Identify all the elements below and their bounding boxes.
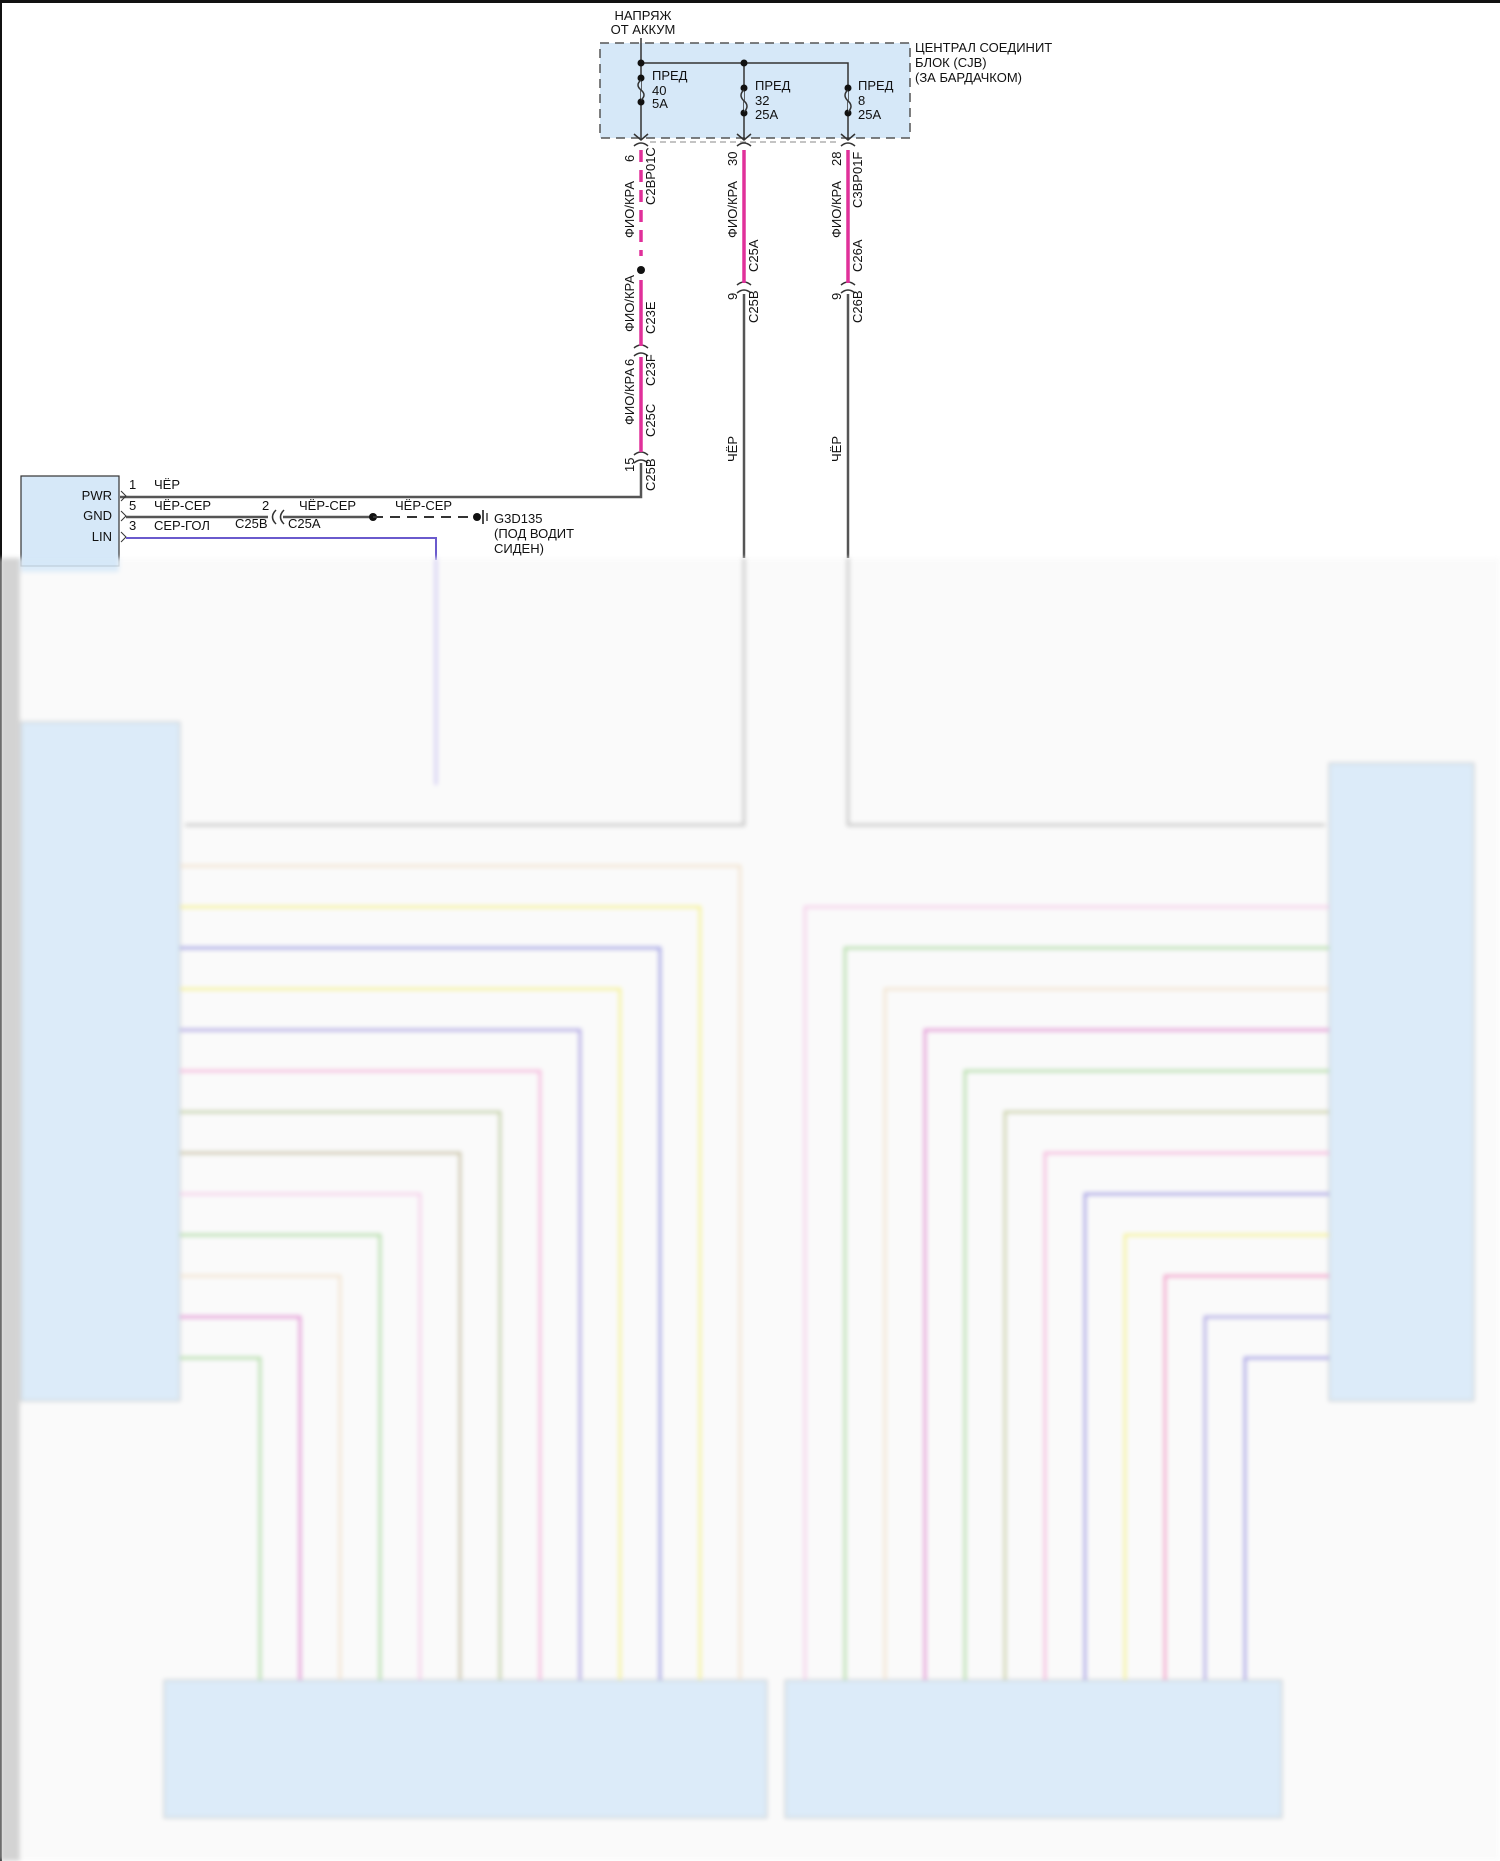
svg-text:28: 28 [829,152,844,166]
ground-id: G3D135 [494,511,542,526]
splice-dot [637,266,645,274]
obscured-wire [923,1028,1329,1680]
fuse-rating: 25A [858,107,881,122]
obscured-wire [963,1069,1329,1680]
svg-text:C25A: C25A [746,239,761,272]
fuse-rating: 5A [652,96,668,111]
svg-text:СЕР-ГОЛ: СЕР-ГОЛ [154,518,210,533]
svg-text:9: 9 [725,293,740,300]
svg-text:ЧЁР: ЧЁР [154,477,180,492]
svg-text:30: 30 [725,152,740,166]
svg-text:5: 5 [129,498,136,513]
svg-text:ФИО/КРА: ФИО/КРА [622,181,637,238]
fuse-40: ПРЕД 40 5A [637,59,688,111]
fuse-label: ПРЕД [652,68,688,83]
wire-pwr [120,463,643,499]
obscured-wire [1003,1110,1329,1680]
svg-text:C26B: C26B [850,290,865,323]
svg-text:C23F: C23F [643,354,658,386]
svg-text:15: 15 [622,458,637,472]
obscured-wire [180,905,702,1680]
fuse-label: ПРЕД [858,78,894,93]
fuse-number: 32 [755,93,769,108]
connector-symbols [633,133,856,464]
obscured-wire [180,987,622,1680]
svg-text:C25C: C25C [643,404,658,437]
ground-wire-2: ЧЁР-СЕР [395,498,452,513]
obscured-wire [1243,1356,1329,1680]
cjb-label-2: БЛОК (CJB) [915,55,987,70]
obscured-wire [180,1069,542,1680]
svg-text:ЧЁР: ЧЁР [725,436,740,462]
svg-text:3: 3 [129,518,136,533]
frame-top [0,0,1500,3]
svg-text:C25B: C25B [746,290,761,323]
fuse-rating: 25A [755,107,778,122]
svg-text:ФИО/КРА: ФИО/КРА [622,368,637,425]
obscured-wire [180,1151,462,1680]
obscured-wire [1163,1274,1329,1680]
svg-text:C26A: C26A [850,239,865,272]
obscured-wire [180,1233,382,1680]
cjb-box [599,42,911,139]
svg-text:C3BP01F: C3BP01F [850,152,865,208]
svg-text:C25B: C25B [643,458,658,491]
circuit3-labels: 28 C3BP01F ФИО/КРА C26A 9 C26B ЧЁР [829,152,865,462]
seat-module-box [20,475,120,567]
svg-text:6: 6 [622,359,637,366]
circuit2-labels: 30 ФИО/КРА C25A 9 C25B ЧЁР [725,152,761,462]
svg-text:6: 6 [622,155,637,162]
obscured-wire [1083,1192,1329,1680]
obscured-wire [180,1315,302,1680]
svg-text:ФИО/КРА: ФИО/КРА [622,275,637,332]
ground-wire-1: ЧЁР-СЕР [299,498,356,513]
ground-conn-b: C25B [235,516,268,531]
pin-gnd: GND [83,508,112,523]
battery-label-1: НАПРЯЖ [614,8,671,23]
cjb-label-3: (ЗА БАРДАЧКОМ) [915,70,1022,85]
circuit1-labels: 6 C2BP01C ФИО/КРА ФИО/КРА C23E 6 C23F ФИ… [622,147,658,491]
fuse-label: ПРЕД [755,78,791,93]
module-pins: PWR GND LIN 1 5 3 ЧЁР ЧЁР-СЕР СЕР-ГОЛ [82,477,211,544]
ground-conn-a: C25A [288,516,321,531]
battery-label-2: ОТ АККУМ [611,22,676,37]
obscured-wire [180,1028,582,1680]
svg-text:ЧЁР-СЕР: ЧЁР-СЕР [154,498,211,513]
obscured-wire [1123,1233,1329,1680]
obscured-wire [883,987,1329,1680]
pin-pwr: PWR [82,488,112,503]
pin-lin: LIN [92,529,112,544]
svg-text:C23E: C23E [643,301,658,334]
svg-text:ФИО/КРА: ФИО/КРА [829,181,844,238]
obscured-wire [843,946,1329,1680]
ground-pin: 2 [262,498,269,513]
ground-location-1: (ПОД ВОДИТ [494,526,574,541]
obscured-wire [1203,1315,1329,1680]
svg-text:1: 1 [129,477,136,492]
ground-icon [473,510,488,524]
obscured-wire [180,1192,422,1680]
obscured-wire [180,1110,502,1680]
obscured-wire [1043,1151,1329,1680]
fuse-number: 8 [858,93,865,108]
ground-location-2: СИДЕН) [494,541,544,556]
obscured-region [0,558,1500,1861]
svg-text:9: 9 [829,293,844,300]
svg-text:ЧЁР: ЧЁР [829,436,844,462]
fuse-number: 40 [652,83,666,98]
svg-text:ФИО/КРА: ФИО/КРА [725,181,740,238]
fuse-32: ПРЕД 32 25A [740,59,791,122]
obscured-wire [803,905,1329,1680]
connector-c25 [271,509,285,525]
cjb-label-1: ЦЕНТРАЛ СОЕДИНИТ [915,40,1052,55]
fuse-8: ПРЕД 8 25A [844,78,894,122]
obscured-wire [180,946,662,1680]
obscured-wire [180,1356,262,1680]
obscured-wire [180,1274,342,1680]
obscured-wire [180,864,742,1680]
svg-text:C2BP01C: C2BP01C [643,147,658,205]
wire-lin [126,537,437,560]
